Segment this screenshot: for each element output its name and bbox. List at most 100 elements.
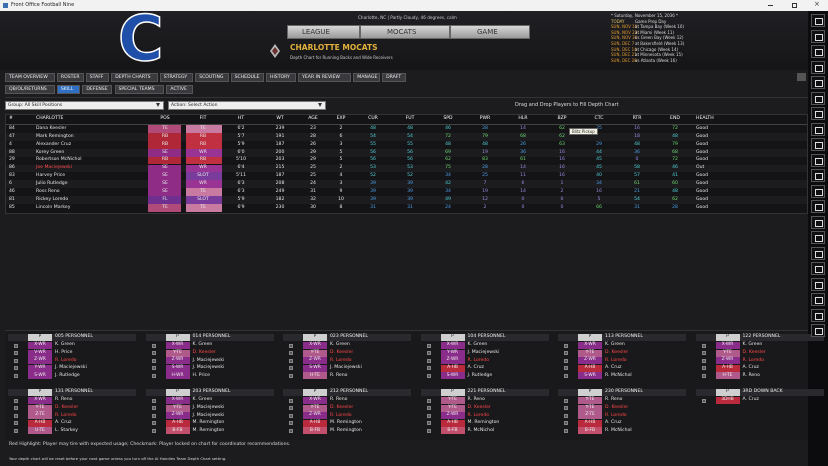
lock-box[interactable] [14,351,18,356]
lock-box[interactable] [426,406,431,411]
lock-box[interactable] [564,413,568,418]
lock-box[interactable] [426,343,431,348]
tab[interactable]: SCOUTING [195,73,229,82]
slot-pos[interactable]: A-HB [578,419,602,427]
slot-pos[interactable]: A-HB [165,419,190,427]
sidebar-icon[interactable] [811,45,825,58]
lock-box[interactable] [564,373,568,378]
column-header[interactable]: CUR [368,116,378,121]
slot-player[interactable]: J. Maciejewski [192,365,225,371]
slot-player[interactable]: R. Reno [742,372,760,378]
slot-player[interactable]: R. McNichol [605,427,632,433]
tab[interactable]: MANAGE [353,73,381,82]
table-row[interactable] [6,164,807,173]
lock-box[interactable] [426,358,431,363]
column-header[interactable]: CHARLOTTE [36,116,64,121]
slot-pos[interactable]: X-WR [303,342,327,349]
slot-player[interactable]: A. Cruz [742,365,759,371]
tab[interactable]: STAFF [85,73,110,82]
slot-player[interactable]: R. McNichol [467,427,495,433]
slot-pos[interactable]: Z-WR [165,412,190,420]
lock-box[interactable] [701,343,706,348]
tab[interactable]: STRATEGY [159,73,194,82]
slot-player[interactable]: M. Remington [467,420,500,426]
slot-player[interactable]: D. Keesler [742,349,766,355]
slot-player[interactable]: R. Loredo [742,357,765,363]
lock-box[interactable] [151,428,156,433]
slot-pos[interactable]: A-HB [28,419,52,427]
tab[interactable]: TEAM OVERVIEW [5,73,55,82]
slot-player[interactable]: R. McNichol [605,372,632,378]
slot-player[interactable]: K. Green [55,342,75,348]
lock-box[interactable] [151,343,156,348]
slot-player[interactable]: R. Reno [605,397,623,403]
slot-player[interactable]: J. Rutledge [467,372,493,378]
lock-box[interactable] [151,358,156,363]
table-row[interactable] [6,204,807,212]
lock-box[interactable] [426,366,431,371]
slot-pos[interactable]: B-FB [303,427,327,435]
slot-player[interactable]: D. Keesler [192,349,216,355]
slot-pos[interactable]: Z-WR [303,412,327,420]
action-dropdown[interactable]: Action: Select Action [168,101,326,110]
lock-box[interactable] [701,373,706,378]
lock-box[interactable] [14,373,18,378]
slot-pos[interactable]: A-HB [578,364,602,372]
slot-player[interactable]: A. Cruz [605,365,622,371]
subtab[interactable]: ACTIVE [166,85,194,94]
sidebar-icon[interactable] [811,29,825,43]
slot-pos[interactable]: S-WR [28,372,52,380]
slot-player[interactable]: M. Remington [192,420,225,426]
slot-player[interactable]: J. Maciejewski [192,412,225,418]
sidebar-icon[interactable] [811,277,825,291]
lock-box[interactable] [14,428,18,433]
column-header[interactable]: FIT [199,116,207,121]
lock-box[interactable] [426,428,431,433]
slot-player[interactable]: K. Green [192,342,213,348]
sidebar-icon[interactable] [811,184,825,198]
column-header[interactable]: CTC [594,116,604,121]
slot-pos[interactable]: H-WR [165,372,190,380]
slot-player[interactable]: D. Keesler [330,404,354,410]
slot-pos[interactable]: X-WR [165,342,190,349]
lock-box[interactable] [564,358,568,363]
column-header[interactable]: FUT [405,116,415,121]
lock-box[interactable] [151,351,156,356]
slot-player[interactable]: J. Maciejewski [55,365,87,371]
sidebar-icon[interactable] [811,107,825,120]
lock-box[interactable] [151,398,156,403]
lock-box[interactable] [426,373,431,378]
slot-player[interactable]: A. Cruz [605,420,622,426]
slot-pos[interactable]: Z-TE [578,412,602,420]
slot-pos[interactable]: Y-TE [578,349,602,357]
table-row[interactable] [6,196,807,204]
lock-box[interactable] [289,366,293,371]
slot-pos[interactable]: Y-TE [440,404,465,412]
lock-box[interactable] [289,343,293,348]
column-header[interactable]: WT [276,116,284,121]
column-header[interactable]: # [9,116,13,121]
lock-box[interactable] [701,366,706,371]
slot-pos[interactable]: Y-TE [28,404,52,412]
slot-player[interactable]: R. Loredo [467,412,490,418]
table-row[interactable] [6,132,807,141]
slot-pos[interactable]: X-WR [28,397,52,404]
sidebar-icon[interactable] [811,231,825,244]
lock-box[interactable] [289,428,293,433]
sidebar-icon[interactable] [811,293,825,306]
slot-player[interactable]: D. Keesler [55,404,79,410]
subtab[interactable]: QB/OL/RETURNS [5,85,55,94]
slot-pos[interactable]: X-WR [715,342,740,349]
column-header[interactable]: SPD [443,116,453,121]
lock-box[interactable] [564,428,568,433]
lock-box[interactable] [14,413,18,418]
table-row[interactable] [6,148,807,157]
slot-player[interactable]: K. Green [330,342,350,348]
group-dropdown[interactable]: Group: All Skill Positions [5,101,164,110]
nav-button[interactable]: LEAGUE [287,25,360,39]
slot-pos[interactable]: B-FB [440,427,465,435]
subtab[interactable]: SPECIAL TEAMS [114,85,165,94]
slot-player[interactable]: H. Price [192,372,211,378]
slot-pos[interactable]: Y-TE [578,404,602,412]
slot-pos[interactable]: Y-TE [165,404,190,412]
